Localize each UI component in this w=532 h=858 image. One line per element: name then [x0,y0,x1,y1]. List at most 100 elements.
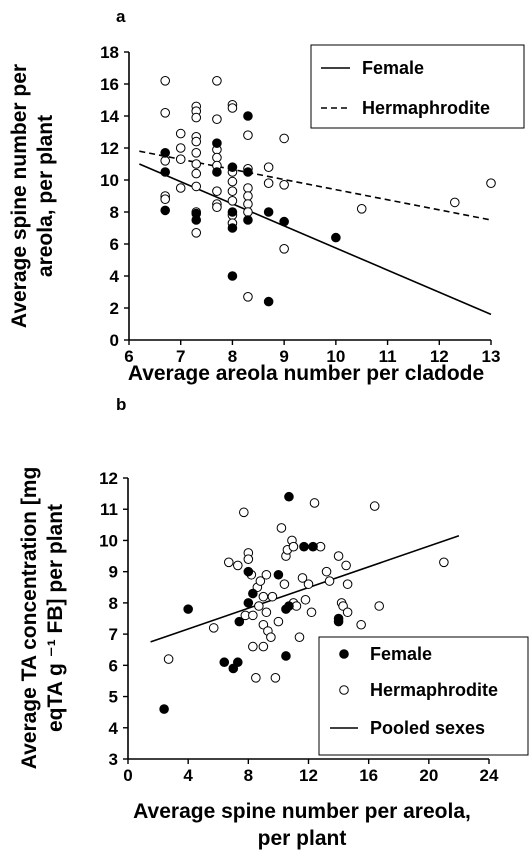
panel-b-hermaphrodite-point [243,554,254,564]
panel-a-hermaphrodite-point [243,191,253,201]
panel-b-hermaphrodite-point [306,607,317,618]
panel-a-female-point [160,167,170,177]
panel-b-x-tick-label: 0 [123,766,132,785]
panel-a-female-point [243,111,253,121]
panel-b-plot-area [150,491,460,714]
panel-b-x-tick-label: 12 [299,766,318,785]
panel-b-hermaphrodite-point [309,498,320,508]
panel-a-female-point [263,207,274,217]
panel-b-female-point [248,588,258,599]
panel-a-hermaphrodite-point [212,186,222,196]
panel-a-female-point [243,167,253,177]
panel-a-x-tick-label: 13 [482,347,501,366]
panel-a-hermaphrodite-point [175,128,186,139]
panel-a-female-point [191,208,202,219]
panel-a-hermaphrodite-point [191,148,202,158]
panel-b-female-point [159,704,169,714]
panel-b-hermaphrodite-point [297,573,308,583]
panel-a-hermaphrodite-point [191,168,202,179]
panel-a-hermaphrodite-point [243,207,253,217]
panel-a-hermaphrodite-point [227,196,238,206]
panel-b-y-tick-label: 5 [109,688,118,707]
panel-a-hermaphrodite-point [160,194,170,204]
panel-b-y-axis-label-line2: eqTA g ⁻¹ FB] per plant [44,504,67,732]
panel-b-female-point [243,566,254,577]
panel-b-female-point [219,657,230,668]
panel-b-hermaphrodite-point [254,601,264,611]
panel-b-hermaphrodite-point [356,619,366,630]
panel-b-female-point [233,657,243,668]
panel-b-female-point [299,541,309,552]
panel-a-y-tick-label: 12 [100,139,119,158]
panel-a-legend-female-label: Female [362,58,424,78]
panel-b-hermaphrodite-point [223,557,234,568]
panel-b-hermaphrodite-point [267,591,278,602]
panel-a-x-ticks: 6 7 8 9 10 11 12 13 [124,340,500,366]
panel-a-x-tick-label: 8 [228,347,237,366]
panel-a-hermaphrodite-point [279,180,289,190]
panel-a-female-point [227,271,238,281]
panel-a-hermaphrodite-point [227,186,238,196]
panel-b-female-point [308,541,318,552]
panel-a-hermaphrodite-point [191,181,202,192]
panel-b-female-point [281,651,291,661]
panel-b-pooled-sexes-trend-line [150,535,460,643]
panel-a-hermaphrodite-point [243,292,253,302]
panel-a-female-point [279,216,289,227]
panel-b-hermaphrodite-point [279,579,290,589]
panel-a-female-point [227,207,238,217]
panel-b-x-tick-label: 8 [244,766,253,785]
panel-a-hermaphrodite-point [279,244,289,254]
panel-a-hermaphrodite-point [227,176,238,187]
panel-b-x-tick-label: 16 [359,766,378,785]
panel-a-y-tick-label: 2 [110,299,119,318]
panel-b-hermaphrodite-point [248,641,258,652]
panel-a-female-point [212,138,222,148]
panel-b-y-tick-label: 11 [100,500,118,519]
panel-b-hermaphrodite-point [341,560,351,571]
panel-b-y-tick-label: 10 [99,531,118,550]
panel-b-female-point [284,491,294,502]
panel-b-x-ticks: 0 4 8 12 16 20 24 [123,759,499,785]
panel-b-legend-pooled-label: Pooled sexes [370,718,485,738]
panel-b-legend: Female Hermaphrodite Pooled sexes [318,636,529,756]
panel-b-hermaphrodite-point [163,654,174,664]
panel-a-female-point [227,162,238,172]
panel-a-y-tick-label: 14 [100,107,119,126]
panel-a-hermaphrodite-point [263,178,274,188]
panel-b-y-tick-label: 6 [109,656,118,675]
panel-b-x-axis-label-line2: per plant [258,827,347,850]
panel-a-hermaphrodite-point [212,114,222,124]
panel-b-x-tick-label: 24 [480,766,499,785]
panel-a-y-tick-label: 0 [110,331,119,350]
panel-a-y-tick-label: 8 [110,203,119,222]
panel-a-x-tick-label: 9 [279,347,288,366]
panel-a-x-tick-label: 12 [430,347,449,366]
panel-a-hermaphrodite-point [191,136,202,147]
panel-b-hermaphrodite-point [288,541,299,552]
panel-b-female-point [273,569,284,580]
panel-a-hermaphrodite-point [243,199,253,209]
panel-a-y-tick-label: 4 [110,267,120,286]
panel-b-hermaphrodite-point [276,523,287,533]
panel-b-hermaphrodite-point [369,501,380,511]
panel-a-x-tick-label: 6 [124,347,133,366]
panel-b-female-point [284,601,294,611]
panel-a-hermaphrodite-point [191,228,202,238]
panel-a-hermaphrodite-point [212,152,222,163]
panel-b-hermaphrodite-point [255,576,266,586]
panel-b-letter: b [116,395,126,414]
panel-a-female-point [160,148,170,158]
panel-b-hermaphrodite-point [273,616,284,627]
panel-b-legend-hermaphrodite-swatch [339,685,349,695]
panel-b-y-tick-label: 7 [109,625,118,644]
panel-b-legend-female-label: Female [370,644,432,664]
panel-a-hermaphrodite-point [243,183,253,193]
panel-a: a 6 7 8 9 10 11 12 13 0 2 4 6 8 10 12 14 16 18 Average a… [8,7,525,385]
panel-a-hermaphrodite-point [212,202,222,212]
panel-b-hermaphrodite-point [324,576,335,586]
panel-a-hermaphrodite-point [243,130,253,140]
panel-a-hermaphrodite-point [160,108,170,118]
panel-a-x-tick-label: 10 [326,347,345,366]
panel-a-letter: a [116,7,126,26]
